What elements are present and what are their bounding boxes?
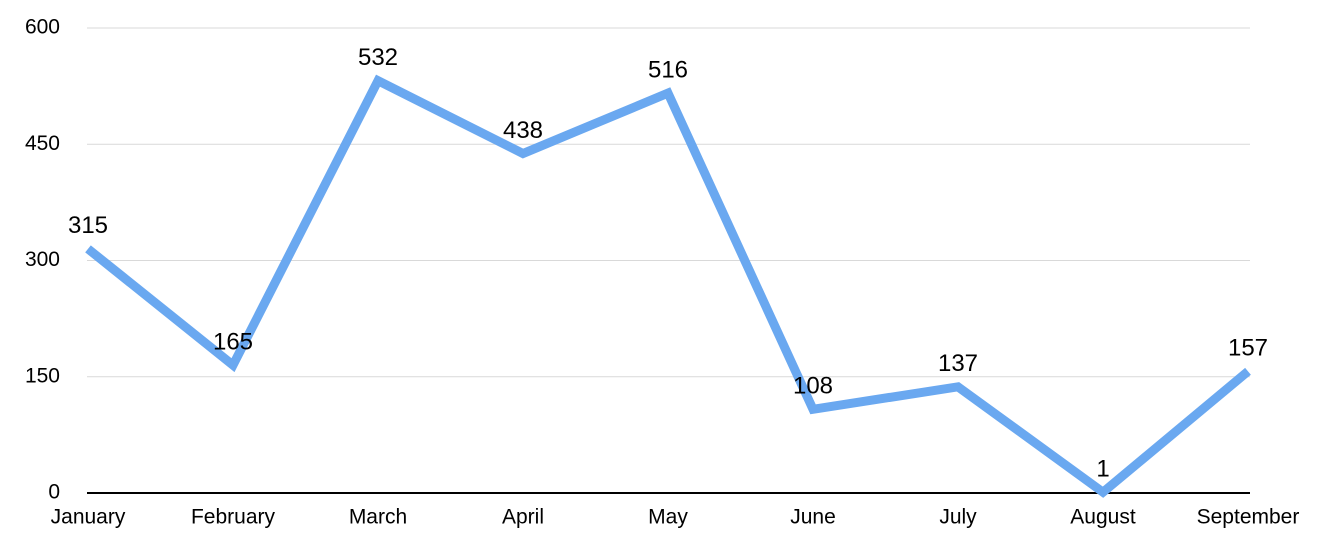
x-tick-label: July (939, 506, 977, 529)
x-tick-label: January (51, 506, 126, 529)
value-label: 108 (793, 373, 833, 400)
y-tick-label: 300 (25, 248, 60, 271)
x-tick-label: February (191, 506, 276, 529)
y-tick-label: 0 (48, 481, 60, 504)
y-tick-label: 150 (25, 364, 60, 387)
y-tick-label: 600 (25, 16, 60, 39)
value-label: 165 (213, 328, 253, 355)
value-label: 1 (1096, 456, 1109, 483)
value-label: 532 (358, 44, 398, 71)
line (85, 74, 1251, 498)
x-tick-label: May (648, 506, 688, 529)
x-tick-label: April (502, 506, 544, 529)
value-label: 137 (938, 350, 978, 377)
value-label: 315 (68, 212, 108, 239)
x-tick-label: June (790, 506, 836, 529)
value-label: 516 (648, 56, 688, 83)
x-tick-label: September (1197, 506, 1300, 529)
value-label: 157 (1228, 335, 1268, 362)
y-tick-label: 450 (25, 132, 60, 155)
x-tick-label: March (349, 506, 407, 529)
value-label: 438 (503, 117, 543, 144)
x-tick-label: August (1070, 506, 1136, 529)
